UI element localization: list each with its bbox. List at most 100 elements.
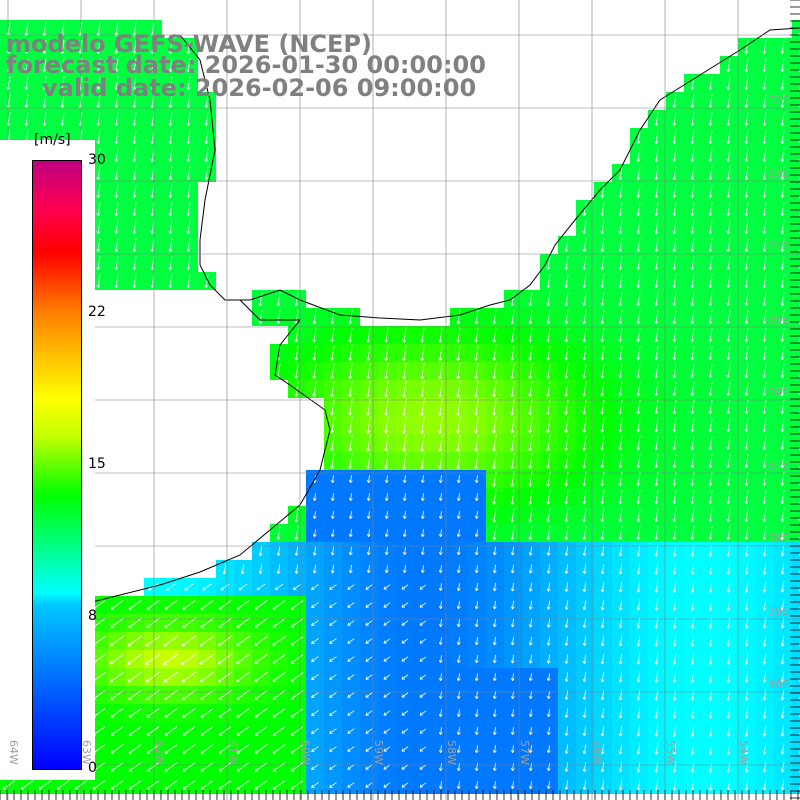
wind-arrow: [492, 507, 497, 523]
wind-arrow: [618, 238, 623, 253]
wind-arrow: [254, 618, 268, 628]
lon-label: 60W: [299, 740, 312, 765]
wind-arrow: [600, 417, 605, 433]
wind-cell: [792, 128, 800, 146]
wind-arrow: [636, 220, 641, 235]
wind-arrow: [708, 635, 713, 647]
wind-arrow: [456, 416, 461, 434]
wind-cell: [792, 452, 800, 470]
wind-arrow: [618, 256, 623, 271]
wind-arrow: [618, 617, 623, 629]
wind-arrow: [726, 76, 731, 91]
wind-arrow: [24, 94, 29, 109]
wind-arrow: [582, 708, 587, 719]
wind-cell: [792, 632, 800, 650]
wind-arrow: [618, 653, 623, 665]
wind-arrow: [384, 452, 389, 470]
wind-arrow: [618, 526, 623, 541]
wind-arrow: [744, 166, 749, 181]
wind-arrow: [690, 292, 695, 307]
wind-arrow: [528, 345, 533, 361]
wind-arrow: [420, 529, 425, 538]
wind-arrow: [330, 345, 335, 361]
wind-arrow: [114, 76, 119, 91]
wind-arrow: [60, 76, 65, 91]
wind-arrow: [200, 744, 214, 754]
wind-arrow: [164, 762, 178, 772]
wind-arrow: [600, 725, 605, 737]
wind-arrow: [708, 689, 713, 701]
wind-arrow: [618, 563, 623, 575]
wind-arrow: [726, 490, 731, 505]
wind-cell: [792, 434, 800, 452]
wind-arrow: [383, 602, 391, 608]
wind-arrow: [419, 728, 427, 734]
wind-arrow: [708, 130, 713, 145]
wind-arrow: [510, 345, 515, 361]
wind-arrow: [636, 453, 641, 469]
wind-arrow: [726, 238, 731, 253]
wind-arrow: [114, 58, 119, 73]
wind-arrow: [168, 40, 173, 55]
wind-arrow: [618, 435, 623, 451]
wind-arrow: [366, 529, 371, 538]
wind-arrow: [690, 563, 695, 575]
wind-arrow: [114, 202, 119, 217]
wind-arrow: [402, 511, 407, 520]
wind-arrow: [127, 635, 143, 647]
wind-arrow: [145, 635, 161, 647]
wind-arrow: [708, 436, 713, 451]
wind-arrow: [726, 94, 731, 109]
wind-arrow: [365, 764, 373, 770]
wind-arrow: [672, 328, 677, 343]
wind-arrow: [726, 761, 731, 773]
wind-arrow: [200, 762, 214, 772]
wind-arrow: [492, 489, 497, 505]
wind-arrow: [708, 725, 713, 737]
wind-arrow: [654, 671, 659, 683]
wind-arrow: [384, 493, 389, 502]
wind-arrow: [672, 508, 677, 523]
wind-arrow: [636, 563, 641, 575]
colorbar-tick-8: 8: [88, 608, 97, 624]
wind-arrow: [744, 148, 749, 163]
wind-arrow: [744, 292, 749, 307]
wind-arrow: [294, 564, 299, 574]
wind-arrow: [744, 202, 749, 217]
wind-cell: [792, 146, 800, 164]
wind-cell: [792, 776, 800, 794]
wind-arrow: [780, 707, 785, 719]
wind-arrow: [312, 345, 317, 361]
wind-arrow: [438, 619, 443, 628]
wind-arrow: [492, 309, 497, 325]
wind-arrow: [726, 617, 731, 629]
wind-arrow: [654, 274, 659, 289]
wind-arrow: [383, 584, 391, 590]
wind-arrow: [546, 291, 551, 307]
wind-arrow: [199, 653, 215, 665]
wind-arrow: [168, 256, 173, 271]
wind-arrow: [582, 292, 587, 307]
wind-arrow: [672, 490, 677, 505]
wind-arrow: [690, 148, 695, 163]
wind-arrow: [311, 782, 319, 788]
wind-arrow: [762, 436, 767, 451]
wind-arrow: [582, 672, 587, 683]
wind-arrow: [726, 328, 731, 343]
wind-arrow: [438, 475, 443, 484]
wind-cell: [792, 272, 800, 290]
lat-label: 36S: [768, 386, 789, 399]
title-valid-date: valid date: 2026-02-06 09:00:00: [42, 74, 477, 102]
wind-arrow: [780, 328, 785, 343]
wind-arrow: [600, 202, 605, 217]
wind-arrow: [456, 781, 461, 790]
wind-arrow: [780, 238, 785, 253]
wind-arrow: [528, 781, 533, 790]
wind-arrow: [744, 130, 749, 145]
wind-arrow: [276, 309, 281, 325]
wind-arrow: [528, 564, 533, 574]
wind-arrow: [636, 345, 641, 361]
wind-arrow: [708, 202, 713, 217]
wind-arrow: [294, 327, 299, 343]
wind-arrow: [546, 381, 551, 397]
